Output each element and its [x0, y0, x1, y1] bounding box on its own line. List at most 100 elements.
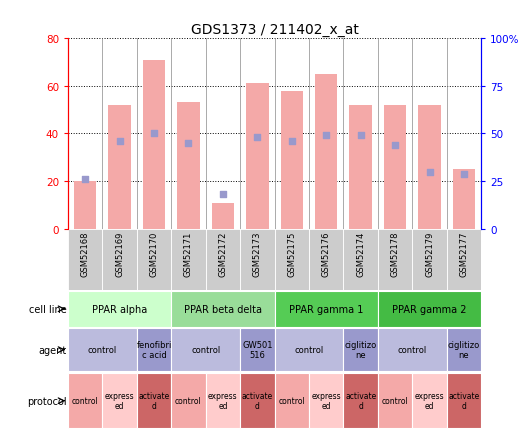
- Text: protocol: protocol: [27, 396, 66, 406]
- Bar: [412, 373, 447, 428]
- Bar: [447, 373, 481, 428]
- Text: control: control: [382, 396, 408, 405]
- Point: [253, 135, 262, 141]
- Bar: [275, 373, 309, 428]
- Text: control: control: [397, 345, 427, 354]
- Text: ciglitizo
ne: ciglitizo ne: [345, 340, 377, 359]
- Point: [184, 140, 192, 147]
- Bar: [275, 291, 378, 327]
- Bar: [68, 329, 137, 371]
- Bar: [344, 229, 378, 290]
- Bar: [281, 92, 303, 229]
- Bar: [453, 170, 475, 229]
- Text: PPAR alpha: PPAR alpha: [92, 304, 147, 314]
- Text: GSM52170: GSM52170: [150, 231, 158, 276]
- Text: control: control: [175, 396, 202, 405]
- Text: GSM52173: GSM52173: [253, 231, 262, 276]
- Bar: [108, 105, 131, 229]
- Text: GSM52176: GSM52176: [322, 231, 331, 276]
- Bar: [240, 329, 275, 371]
- Bar: [68, 229, 103, 290]
- Bar: [143, 60, 165, 229]
- Text: GSM52178: GSM52178: [391, 231, 400, 276]
- Point: [288, 138, 296, 145]
- Text: GW501
516: GW501 516: [242, 340, 272, 359]
- Text: express
ed: express ed: [208, 391, 238, 411]
- Bar: [206, 229, 240, 290]
- Text: PPAR beta delta: PPAR beta delta: [184, 304, 262, 314]
- Bar: [68, 373, 103, 428]
- Point: [391, 142, 399, 149]
- Bar: [344, 329, 378, 371]
- Bar: [137, 229, 172, 290]
- Bar: [275, 329, 344, 371]
- Bar: [378, 329, 447, 371]
- Point: [150, 131, 158, 138]
- Bar: [447, 229, 481, 290]
- Bar: [172, 329, 240, 371]
- Text: PPAR gamma 1: PPAR gamma 1: [289, 304, 363, 314]
- Text: express
ed: express ed: [105, 391, 134, 411]
- Bar: [172, 373, 206, 428]
- Text: express
ed: express ed: [311, 391, 341, 411]
- Text: GSM52168: GSM52168: [81, 231, 90, 276]
- Bar: [447, 329, 481, 371]
- Bar: [418, 105, 441, 229]
- Bar: [172, 229, 206, 290]
- Text: GSM52174: GSM52174: [356, 231, 365, 276]
- Point: [322, 133, 331, 140]
- Text: control: control: [88, 345, 117, 354]
- Bar: [212, 203, 234, 229]
- Bar: [206, 373, 240, 428]
- Text: activate
d: activate d: [242, 391, 273, 411]
- Bar: [315, 75, 337, 229]
- Point: [460, 171, 468, 178]
- Bar: [309, 229, 344, 290]
- Text: GSM52175: GSM52175: [287, 231, 297, 276]
- Bar: [349, 105, 372, 229]
- Title: GDS1373 / 211402_x_at: GDS1373 / 211402_x_at: [191, 23, 358, 36]
- Text: control: control: [191, 345, 220, 354]
- Text: activate
d: activate d: [139, 391, 169, 411]
- Text: cell line: cell line: [29, 304, 66, 314]
- Point: [81, 176, 89, 183]
- Point: [357, 133, 365, 140]
- Bar: [309, 373, 344, 428]
- Bar: [172, 291, 275, 327]
- Text: GSM52171: GSM52171: [184, 231, 193, 276]
- Text: GSM52177: GSM52177: [459, 231, 469, 276]
- Bar: [275, 229, 309, 290]
- Bar: [344, 373, 378, 428]
- Text: activate
d: activate d: [345, 391, 376, 411]
- Point: [425, 169, 434, 176]
- Text: express
ed: express ed: [415, 391, 445, 411]
- Text: GSM52179: GSM52179: [425, 231, 434, 276]
- Point: [116, 138, 124, 145]
- Text: control: control: [278, 396, 305, 405]
- Bar: [378, 373, 412, 428]
- Text: GSM52169: GSM52169: [115, 231, 124, 276]
- Text: control: control: [294, 345, 324, 354]
- Bar: [240, 373, 275, 428]
- Bar: [240, 229, 275, 290]
- Text: GSM52172: GSM52172: [219, 231, 228, 276]
- Bar: [246, 84, 268, 229]
- Text: control: control: [72, 396, 98, 405]
- Text: ciglitizo
ne: ciglitizo ne: [448, 340, 480, 359]
- Text: PPAR gamma 2: PPAR gamma 2: [392, 304, 467, 314]
- Text: agent: agent: [38, 345, 66, 355]
- Bar: [103, 373, 137, 428]
- Text: fenofibri
c acid: fenofibri c acid: [137, 340, 172, 359]
- Bar: [177, 103, 200, 229]
- Text: activate
d: activate d: [448, 391, 480, 411]
- Bar: [412, 229, 447, 290]
- Point: [219, 191, 227, 198]
- Bar: [137, 373, 172, 428]
- Bar: [378, 291, 481, 327]
- Bar: [137, 329, 172, 371]
- Bar: [68, 291, 172, 327]
- Bar: [378, 229, 412, 290]
- Bar: [103, 229, 137, 290]
- Bar: [384, 105, 406, 229]
- Bar: [74, 182, 96, 229]
